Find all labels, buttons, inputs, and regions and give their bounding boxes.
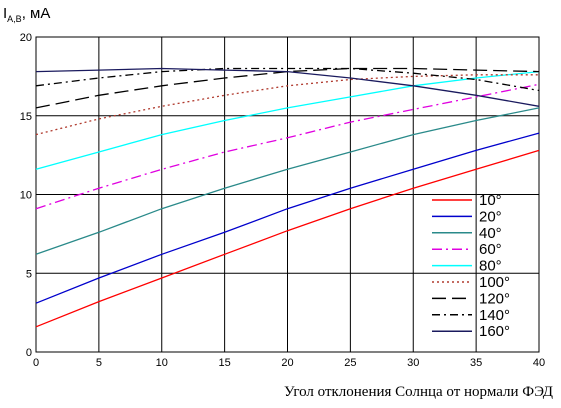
- y-axis-label-subscript: A,B: [7, 14, 22, 24]
- x-tick-label: 15: [219, 357, 231, 369]
- tick-labels: 0 5 10 15 20 25 30 35 40 0 5 10 15 20: [20, 32, 545, 369]
- series-line-4: [35, 83, 540, 210]
- legend-label: 160°: [479, 323, 510, 340]
- y-tick-label: 10: [20, 190, 32, 202]
- series-line-2: [35, 132, 540, 304]
- y-axis-label-unit: , мА: [22, 5, 51, 22]
- legend-label: 40°: [479, 225, 502, 242]
- y-tick-label: 5: [26, 268, 32, 280]
- legend-label: 80°: [479, 258, 502, 275]
- series-line-7: [35, 67, 540, 109]
- x-tick-label: 30: [407, 357, 419, 369]
- x-tick-label: 20: [281, 357, 293, 369]
- legend-label: 100°: [479, 274, 510, 291]
- y-tick-label: 15: [20, 111, 32, 123]
- y-axis-label-main: I: [3, 5, 7, 22]
- x-axis-label: Угол отклонения Солнца от нормали ФЭД: [284, 384, 553, 400]
- series-line-8: [35, 67, 540, 92]
- legend-label: 140°: [479, 307, 510, 324]
- x-tick-label: 10: [156, 357, 168, 369]
- legend-label: 120°: [479, 290, 510, 307]
- x-tick-label: 0: [33, 357, 39, 369]
- x-tick-label: 25: [344, 357, 356, 369]
- legend-label: 10°: [479, 192, 502, 209]
- y-tick-label: 20: [20, 32, 32, 44]
- series-line-3: [35, 107, 540, 255]
- x-tick-label: 35: [470, 357, 482, 369]
- series-group: [35, 67, 540, 328]
- y-tick-label: 0: [26, 347, 32, 359]
- series-line-6: [35, 74, 539, 136]
- y-axis-label: IA,B, мА: [3, 5, 50, 24]
- grid: [35, 36, 540, 353]
- x-tick-label: 40: [533, 357, 545, 369]
- series-line-5: [35, 70, 540, 170]
- legend-label: 60°: [479, 241, 502, 258]
- legend-label: 20°: [479, 208, 502, 225]
- series-line-1: [35, 149, 540, 328]
- x-tick-label: 5: [96, 357, 102, 369]
- legend: 10°20°40°60°80°100°120°140°160°: [432, 192, 510, 340]
- series-line-9: [35, 67, 540, 107]
